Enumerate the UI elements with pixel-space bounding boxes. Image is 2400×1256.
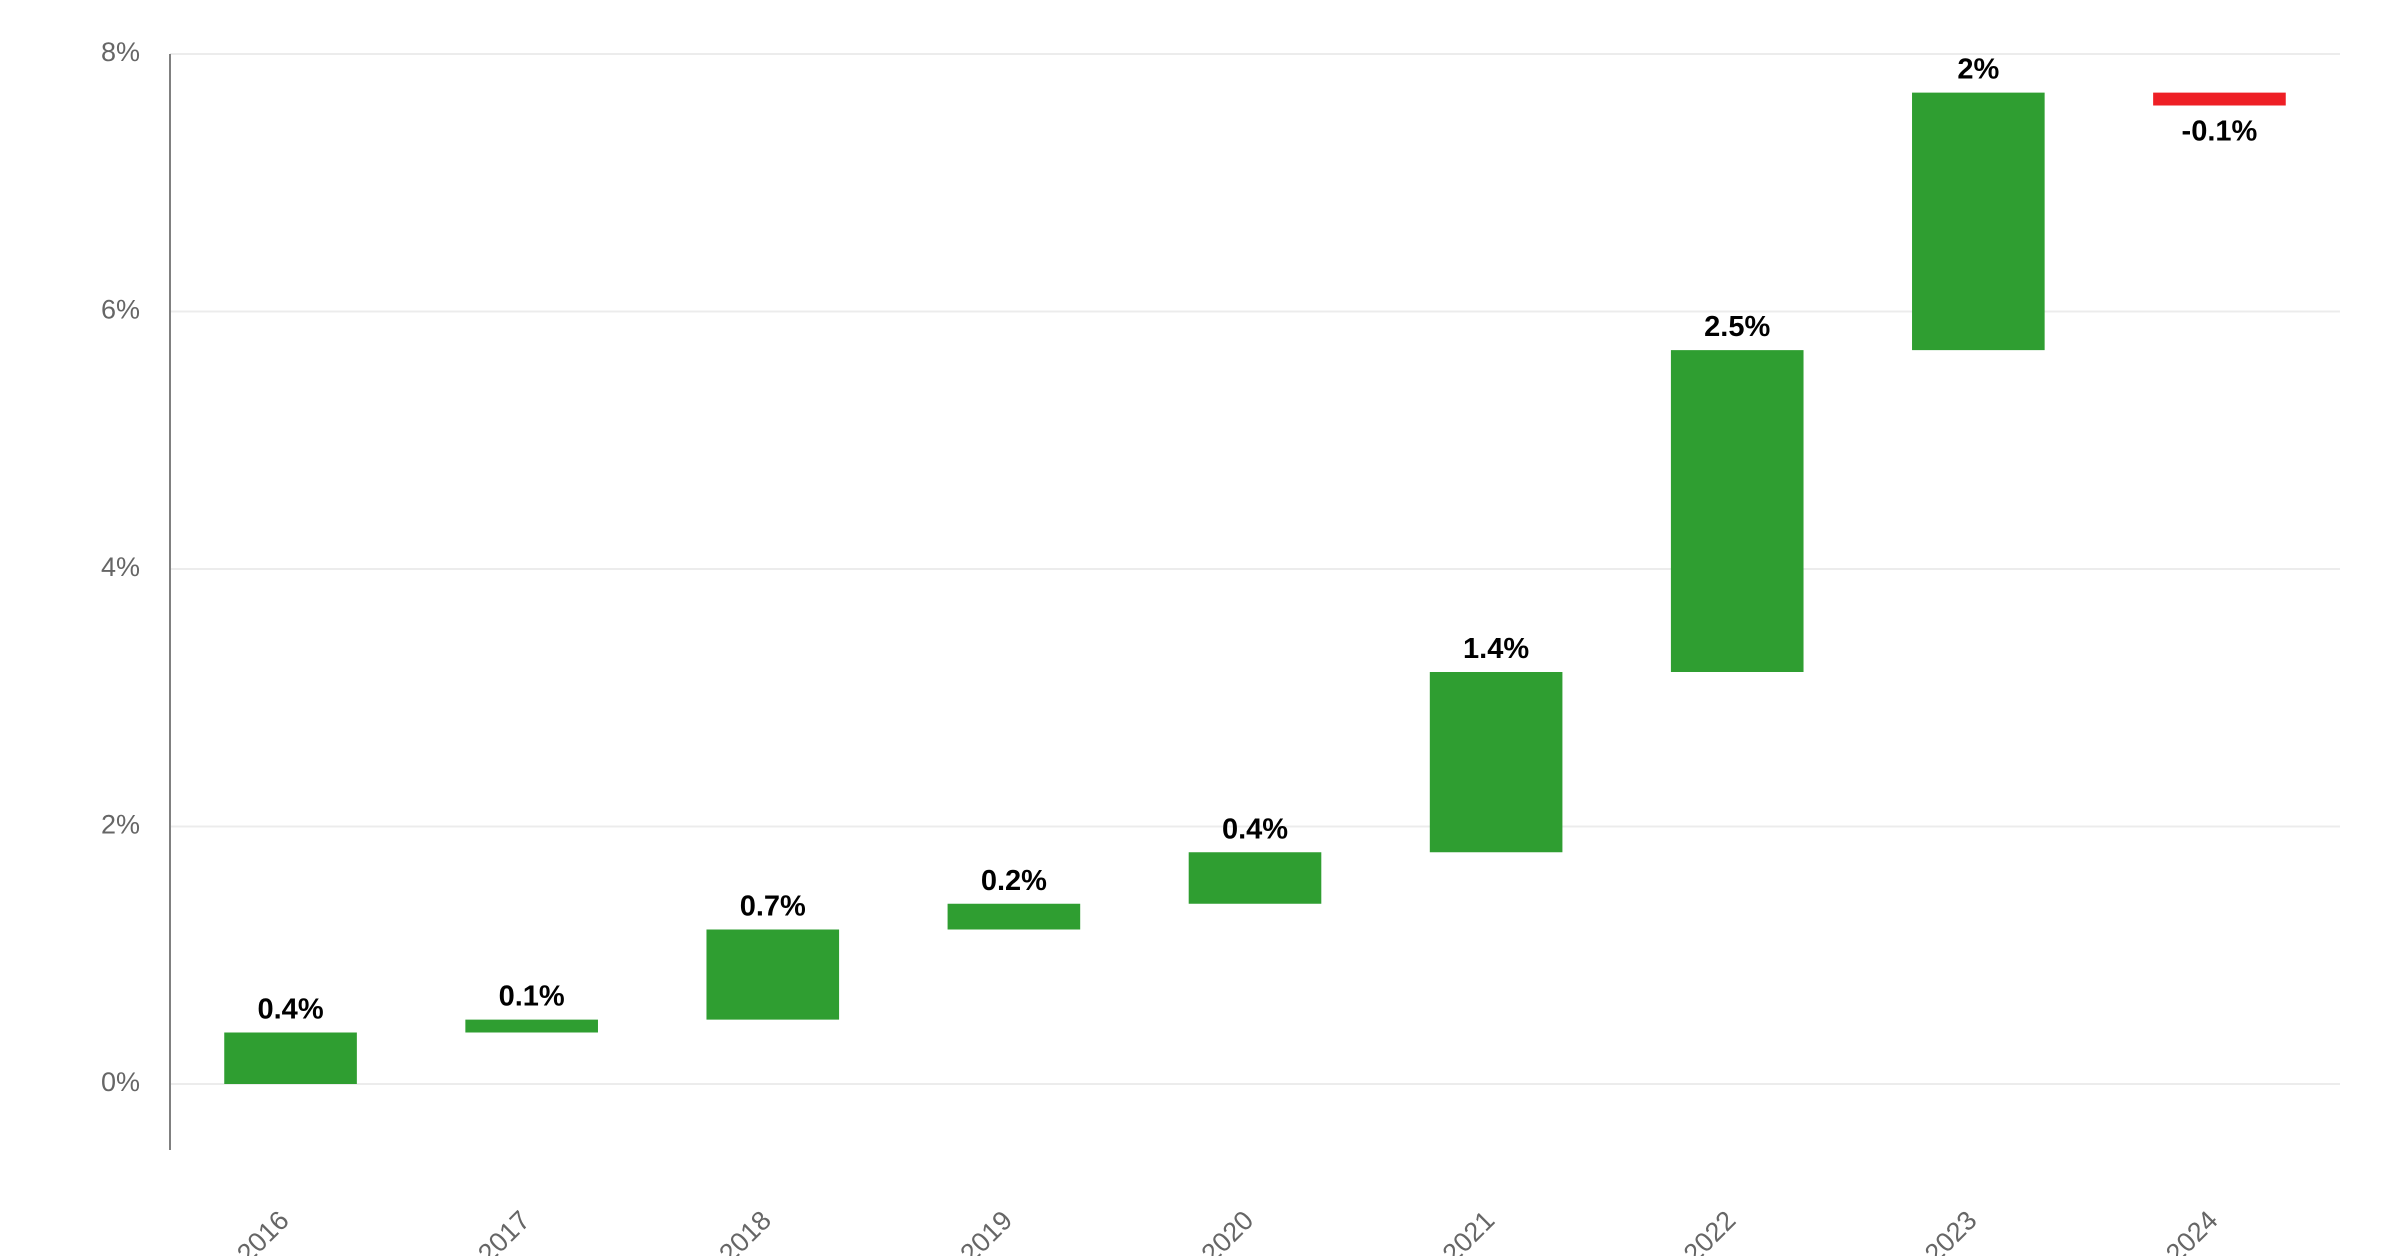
y-tick-label: 4% [101,552,140,582]
waterfall-bar [1430,672,1563,852]
bar-value-label: 2% [1957,54,1999,86]
waterfall-bar [1671,350,1804,672]
bar-value-label: -0.1% [2182,116,2258,148]
chart-svg: 0%2%4%6%8%0.4%20160.1%20170.7%20180.2%20… [0,0,2400,1256]
waterfall-bar [465,1020,598,1033]
waterfall-bar [1912,93,2045,351]
waterfall-bar [224,1033,357,1085]
bar-value-label: 0.1% [499,981,565,1013]
bar-value-label: 0.4% [1222,813,1288,845]
waterfall-bar [2153,93,2286,106]
bar-value-label: 0.4% [258,994,324,1026]
y-tick-label: 8% [101,37,140,67]
y-tick-label: 6% [101,295,140,325]
waterfall-chart: 0%2%4%6%8%0.4%20160.1%20170.7%20180.2%20… [0,0,2400,1256]
y-tick-label: 2% [101,810,140,840]
waterfall-bar [948,904,1081,930]
waterfall-bar [1189,852,1322,904]
bar-value-label: 1.4% [1463,633,1529,665]
bar-value-label: 2.5% [1704,311,1770,343]
bar-value-label: 0.2% [981,865,1047,897]
waterfall-bar [706,930,839,1020]
y-tick-label: 0% [101,1067,140,1097]
bar-value-label: 0.7% [740,891,806,923]
